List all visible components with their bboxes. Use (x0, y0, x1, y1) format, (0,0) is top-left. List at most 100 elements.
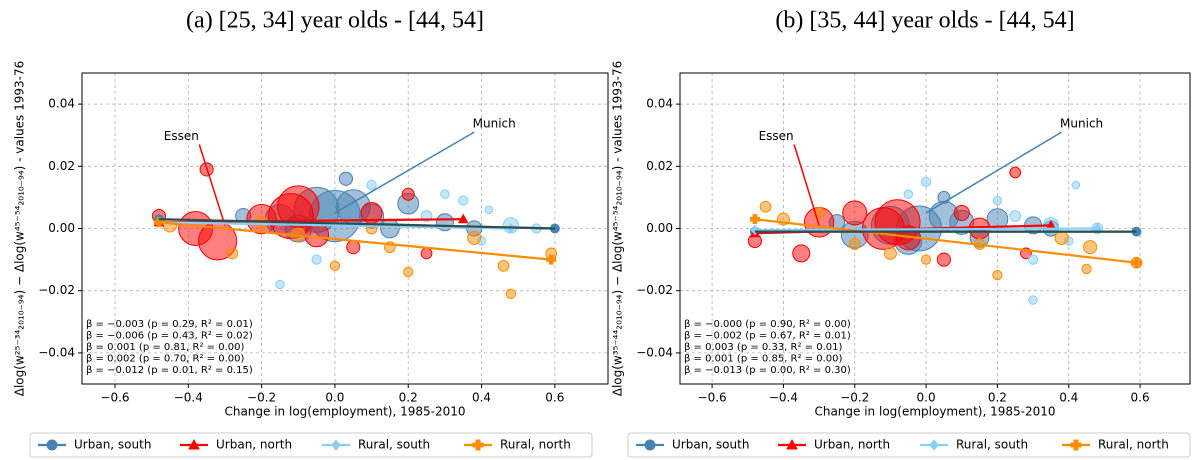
bubble (162, 218, 178, 233)
bubble (440, 189, 450, 200)
fit-line (158, 221, 552, 261)
callout-label: Essen (164, 129, 199, 143)
bubble (1009, 166, 1022, 179)
bubble (992, 195, 1003, 206)
bubble (380, 218, 400, 239)
stat-text: β = 0.001 (p = 0.85, R² = 0.00) (684, 354, 842, 365)
chart-title: (a) [25, 34] year olds - [44, 54] (186, 8, 484, 34)
legend-label: Rural, north (500, 438, 571, 452)
bubble (346, 240, 361, 255)
legend-box (29, 432, 593, 458)
plot-frame (679, 72, 1191, 385)
fit-marker (457, 213, 469, 224)
fit-line (754, 227, 1098, 232)
bubble (401, 187, 415, 201)
fit-line (158, 218, 464, 224)
stat-text: β = 0.001 (p = 0.81, R² = 0.00) (86, 342, 244, 353)
fit-marker (1093, 223, 1102, 234)
legend-box (627, 432, 1191, 458)
legend-marker (188, 438, 200, 450)
bubble (1028, 295, 1038, 305)
stat-text: β = −0.003 (p = 0.29, R² = 0.01) (86, 319, 253, 330)
legend-marker (46, 439, 58, 451)
bubble (1081, 263, 1092, 275)
y-tick-label: −0.02 (38, 283, 75, 297)
x-tick-label: −0.6 (100, 391, 129, 405)
bubble (759, 200, 772, 213)
x-tick-label: 0.0 (325, 391, 344, 405)
legend-label: Urban, south (672, 438, 749, 452)
legend-label: Rural, north (1098, 438, 1169, 452)
y-tick-label: 0.00 (646, 221, 673, 235)
bubble (420, 247, 433, 260)
fit-marker (546, 254, 557, 265)
callout-arrow (925, 131, 1062, 214)
legend-label: Urban, north (216, 438, 292, 452)
legend-label: Rural, south (358, 438, 430, 452)
stat-text: β = 0.002 (p = 0.70, R² = 0.00) (86, 354, 244, 365)
x-tick-label: −0.4 (174, 391, 203, 405)
bubble (1071, 180, 1081, 190)
legend-marker (644, 439, 656, 451)
x-axis-label: Change in log(employment), 1985-2010 (224, 405, 465, 419)
y-tick-label: 0.04 (48, 97, 75, 111)
x-tick-label: 0.4 (1059, 391, 1078, 405)
bubble (1009, 210, 1022, 222)
bubble (920, 254, 932, 265)
y-tick-label: 0.02 (48, 159, 75, 173)
legend-marker (786, 438, 798, 450)
plot-frame (81, 72, 609, 385)
bubble (484, 205, 494, 215)
bubble (311, 254, 322, 265)
callout-arrow (793, 144, 820, 226)
legend-label: Urban, north (814, 438, 890, 452)
y-tick-label: 0.04 (646, 97, 673, 111)
fit-marker (749, 214, 760, 225)
legend-label: Urban, south (74, 438, 151, 452)
fit-marker (750, 224, 760, 236)
y-axis-label: Δlog(w³⁵⁻⁴⁴₂₀₁₀₋₉₄) − Δlog(w⁴⁵⁻⁵⁴₂₀₁₀₋₉₄… (611, 61, 625, 397)
callout-label: Munich (473, 117, 516, 131)
legend-marker (472, 439, 484, 451)
bubble (1027, 254, 1039, 265)
y-tick-label: 0.00 (48, 221, 75, 235)
x-axis-label: Change in log(employment), 1985-2010 (814, 405, 1055, 419)
x-tick-label: 0.0 (917, 391, 936, 405)
x-tick-label: 0.6 (1131, 391, 1150, 405)
stat-text: β = −0.006 (p = 0.43, R² = 0.02) (86, 331, 253, 342)
fit-line (754, 218, 1137, 264)
x-tick-label: −0.4 (769, 391, 798, 405)
bubble (1083, 240, 1098, 255)
fit-line (158, 221, 511, 230)
y-tick-label: −0.04 (636, 345, 673, 359)
bubble (1054, 230, 1069, 245)
bubble (403, 266, 414, 278)
bubble (920, 176, 932, 188)
stat-text: β = −0.012 (p = 0.01, R² = 0.15) (86, 365, 253, 376)
x-tick-label: −0.6 (698, 391, 727, 405)
y-tick-label: −0.04 (38, 345, 75, 359)
bubble (936, 252, 952, 267)
bubble (842, 200, 868, 226)
bubble (883, 246, 897, 260)
x-tick-label: −0.2 (247, 391, 276, 405)
chart-title: (b) [35, 44] year olds - [44, 54] (775, 8, 1074, 34)
x-tick-label: 0.2 (399, 391, 418, 405)
overall-fit-line (158, 218, 555, 230)
legend-marker (331, 439, 341, 451)
bubble (329, 260, 341, 271)
bubble (497, 259, 510, 272)
bubble (467, 230, 482, 245)
x-tick-label: 0.4 (472, 391, 491, 405)
stat-text: β = −0.002 (p = 0.67, R² = 0.01) (684, 331, 851, 342)
y-tick-label: 0.02 (646, 159, 673, 173)
bubble (366, 179, 377, 191)
x-tick-label: −0.2 (840, 391, 869, 405)
bubble (903, 189, 914, 200)
bubble (275, 279, 285, 290)
x-tick-label: 0.6 (545, 391, 564, 405)
bubble (953, 204, 970, 222)
callout-label: Essen (759, 129, 794, 143)
bubble (792, 244, 811, 263)
